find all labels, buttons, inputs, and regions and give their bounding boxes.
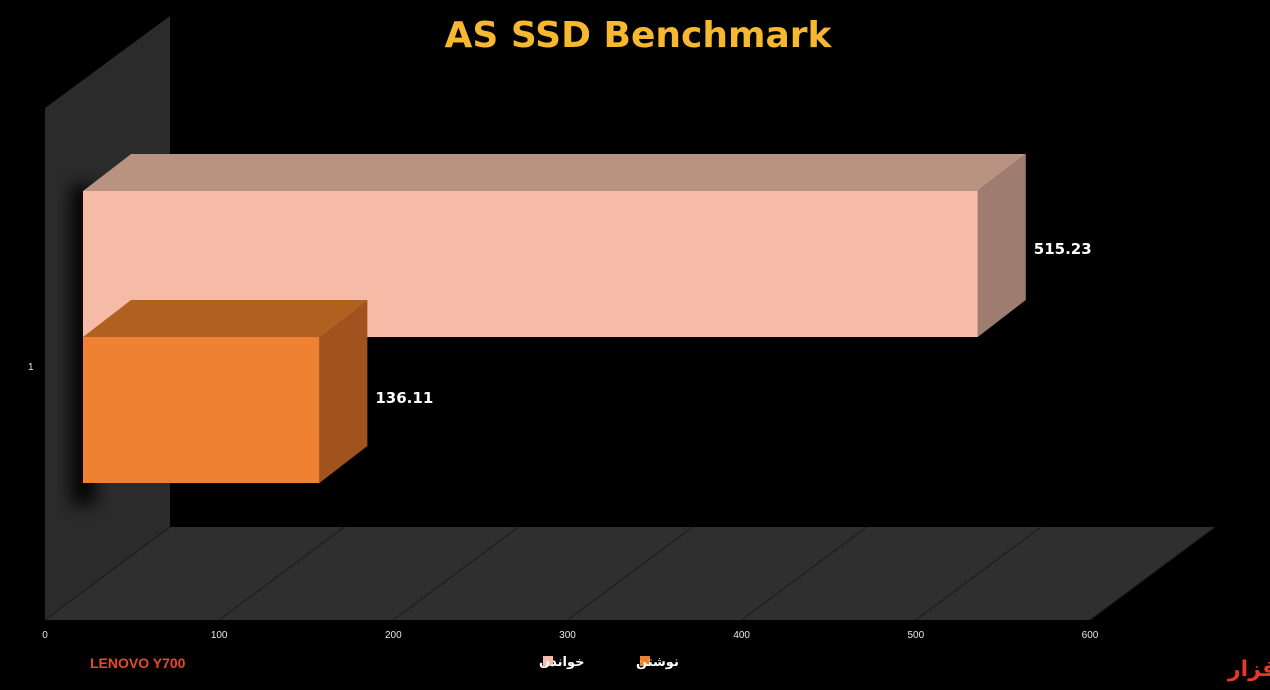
bar-read-side bbox=[977, 154, 1026, 337]
bar-read-top bbox=[83, 154, 1026, 191]
bars: 515.23 136.11 bbox=[83, 154, 1092, 483]
x-tick-label: 300 bbox=[559, 630, 576, 641]
legend-swatch-write bbox=[640, 656, 650, 666]
x-tick-label: 0 bbox=[42, 630, 48, 641]
bar-write bbox=[83, 337, 320, 483]
floor-gridline bbox=[915, 526, 1042, 621]
x-tick-label: 500 bbox=[907, 630, 924, 641]
floor-gridline bbox=[393, 526, 519, 621]
data-label-write: 136.11 bbox=[375, 389, 433, 407]
floor-gridline bbox=[218, 526, 345, 621]
floor-gridline bbox=[1089, 526, 1216, 621]
floor-gridlines bbox=[44, 526, 1216, 621]
category-label: 1 bbox=[28, 362, 34, 373]
device-label: LENOVO Y700 bbox=[90, 655, 186, 671]
floor-gridline bbox=[567, 526, 693, 621]
x-tick-label: 100 bbox=[211, 630, 228, 641]
legend-label-read: خواندن bbox=[539, 655, 584, 670]
x-tick-label: 200 bbox=[385, 630, 402, 641]
floor-gridline bbox=[741, 526, 867, 621]
x-tick-label: 600 bbox=[1082, 630, 1099, 641]
legend: نوشتن خواندن bbox=[539, 655, 679, 670]
floor-gridline bbox=[44, 526, 171, 621]
legend-label-write: نوشتن bbox=[636, 655, 679, 670]
data-label-read: 515.23 bbox=[1034, 240, 1092, 258]
x-axis-ticks: 0 100 200 300 400 500 600 bbox=[42, 630, 1099, 641]
site-logo: سخت افزار bbox=[1227, 657, 1270, 682]
bar-write-side bbox=[319, 300, 368, 483]
x-tick-label: 400 bbox=[733, 630, 750, 641]
chart-title: AS SSD Benchmark bbox=[445, 15, 833, 56]
bar-write-top bbox=[83, 300, 368, 337]
legend-swatch-read bbox=[543, 656, 553, 666]
